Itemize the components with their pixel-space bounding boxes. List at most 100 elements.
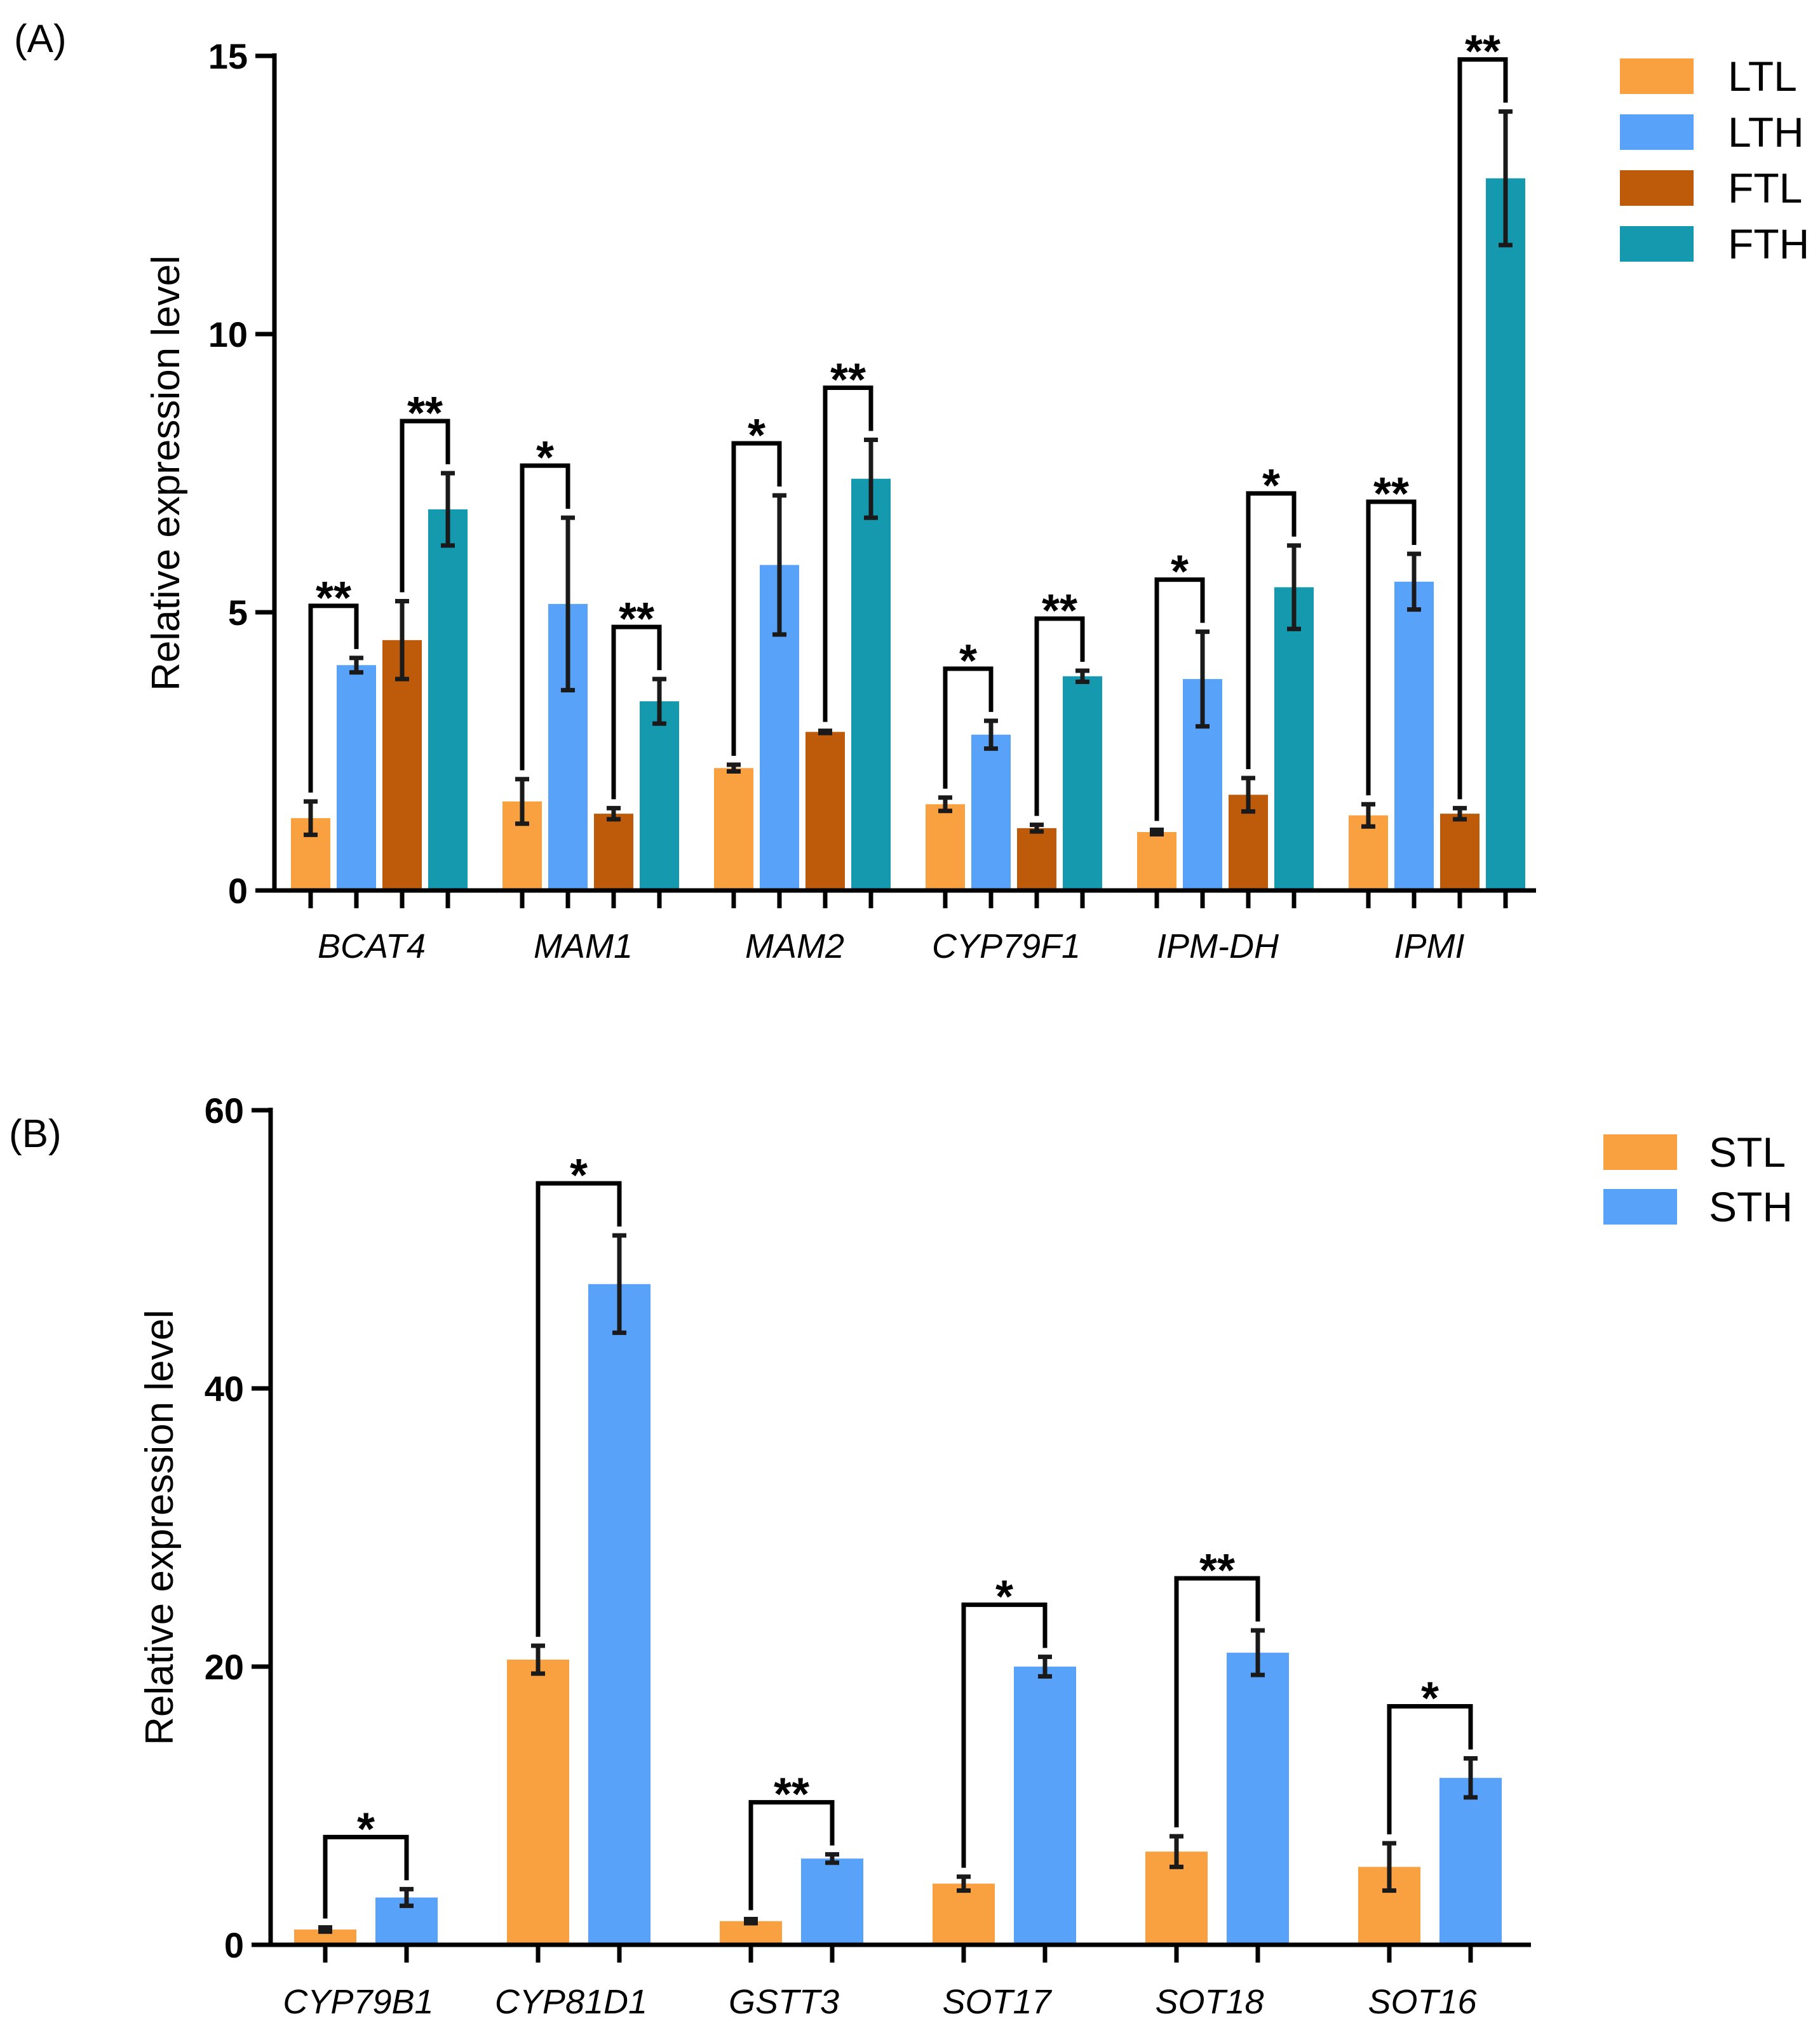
significance-label: ** bbox=[407, 388, 443, 439]
legend-label-stl: STL bbox=[1709, 1129, 1786, 1176]
significance-label: ** bbox=[1373, 469, 1409, 520]
bar-ltl-cyp79f1 bbox=[926, 804, 965, 890]
significance-label: ** bbox=[774, 1769, 809, 1820]
panel-a: (A) Relative expression level 0 5 10 15 BCAT4 M… bbox=[14, 17, 1809, 965]
category-label-ipm-dh: IPM-DH bbox=[1157, 927, 1279, 965]
error-bar bbox=[1287, 543, 1301, 631]
significance-bracket bbox=[748, 1800, 835, 1910]
significance-bracket bbox=[1174, 1576, 1260, 1828]
category-label-sot18: SOT18 bbox=[1155, 1983, 1264, 2021]
error-bar bbox=[515, 777, 529, 826]
significance-bracket bbox=[943, 666, 994, 789]
significance-bracket bbox=[520, 463, 570, 770]
error-bar bbox=[1464, 1756, 1478, 1800]
bar-fth-ipm-dh bbox=[1274, 587, 1314, 890]
significance-bracket bbox=[961, 1602, 1048, 1868]
y-tick-label: 10 bbox=[208, 314, 248, 354]
bar-lth-ipmi bbox=[1394, 581, 1434, 890]
error-bar bbox=[1075, 668, 1089, 684]
bar-sth-sot17 bbox=[1014, 1667, 1076, 1945]
significance-label: ** bbox=[1465, 27, 1500, 77]
panel-b: (B) Relative expression level 0 20 40 60 CYP79… bbox=[9, 1091, 1793, 2021]
significance-label: ** bbox=[1042, 586, 1077, 636]
category-label-cyp79b1: CYP79B1 bbox=[283, 1983, 433, 2021]
error-bar bbox=[531, 1643, 545, 1676]
bar-fth-mam1 bbox=[640, 701, 679, 890]
category-label-cyp79f1: CYP79F1 bbox=[932, 927, 1081, 965]
error-bar bbox=[1150, 828, 1164, 837]
error-bar bbox=[1170, 1834, 1183, 1869]
significance-bracket bbox=[536, 1181, 622, 1637]
category-label-cyp81d1: CYP81D1 bbox=[495, 1983, 647, 2021]
y-tick-label: 60 bbox=[205, 1091, 244, 1131]
significance-label: * bbox=[357, 1804, 375, 1855]
significance-label: ** bbox=[619, 594, 654, 645]
bar-fth-bcat4 bbox=[428, 509, 468, 890]
panel-label: (A) bbox=[14, 17, 67, 61]
legend-swatch-lth bbox=[1620, 114, 1694, 150]
error-bar bbox=[1196, 629, 1210, 729]
error-bar bbox=[1030, 823, 1044, 834]
significance-bracket bbox=[731, 441, 782, 756]
significance-bracket bbox=[308, 603, 359, 793]
significance-label: * bbox=[959, 636, 977, 687]
y-tick-label: 5 bbox=[228, 593, 248, 633]
y-tick-label: 15 bbox=[208, 36, 248, 76]
error-bar bbox=[561, 515, 575, 693]
significance-label: ** bbox=[1199, 1545, 1235, 1596]
y-tick-label: 20 bbox=[205, 1647, 244, 1687]
error-bar bbox=[1499, 109, 1513, 248]
error-bar bbox=[818, 729, 832, 735]
significance-label: * bbox=[1171, 547, 1189, 598]
significance-bracket bbox=[1034, 616, 1085, 816]
category-label-mam1: MAM1 bbox=[534, 927, 633, 965]
error-bar bbox=[441, 471, 455, 548]
category-label-bcat4: BCAT4 bbox=[318, 927, 426, 965]
error-bar bbox=[1407, 551, 1421, 612]
y-tick-label: 0 bbox=[224, 1925, 244, 1965]
category-label-sot17: SOT17 bbox=[942, 1983, 1052, 2021]
legend-label-sth: STH bbox=[1709, 1183, 1793, 1230]
significance-label: * bbox=[536, 433, 554, 483]
bar-sth-gstt3 bbox=[801, 1858, 863, 1945]
error-bar bbox=[1241, 776, 1255, 814]
significance-label: * bbox=[570, 1150, 588, 1201]
significance-bracket bbox=[1457, 57, 1508, 800]
category-label-sot16: SOT16 bbox=[1368, 1983, 1477, 2021]
significance-label: ** bbox=[830, 354, 866, 405]
significance-bracket bbox=[1387, 1704, 1473, 1835]
bar-ftl-ipmi bbox=[1440, 814, 1480, 890]
error-bar bbox=[727, 762, 741, 774]
bar-ftl-cyp79f1 bbox=[1017, 828, 1056, 890]
significance-bracket bbox=[323, 1834, 409, 1919]
error-bar bbox=[825, 1852, 839, 1865]
bar-fth-mam2 bbox=[851, 478, 891, 890]
error-bar bbox=[957, 1874, 971, 1893]
panel-label: (B) bbox=[9, 1112, 62, 1156]
significance-bracket bbox=[611, 624, 662, 800]
significance-label: * bbox=[995, 1572, 1013, 1623]
bar-ltl-ipm-dh bbox=[1137, 832, 1176, 890]
bar-fth-ipmi bbox=[1486, 178, 1525, 891]
error-bar bbox=[318, 1925, 332, 1934]
legend-label-lth: LTH bbox=[1728, 109, 1804, 156]
error-bar bbox=[1361, 802, 1375, 829]
y-tick-label: 0 bbox=[228, 871, 248, 911]
error-bar bbox=[772, 493, 786, 637]
error-bar bbox=[607, 805, 621, 822]
bar-sth-cyp81d1 bbox=[588, 1284, 650, 1945]
bar-sth-sot16 bbox=[1439, 1778, 1502, 1945]
legend-label-ltl: LTL bbox=[1728, 53, 1797, 100]
error-bar bbox=[1453, 805, 1467, 822]
error-bar bbox=[652, 676, 666, 726]
bar-stl-sot17 bbox=[933, 1883, 995, 1945]
y-axis-label: Relative expression level bbox=[138, 1310, 182, 1745]
category-label-mam2: MAM2 bbox=[745, 927, 844, 965]
bar-ftl-bcat4 bbox=[382, 640, 422, 890]
significance-label: * bbox=[1262, 460, 1280, 511]
category-label-gstt3: GSTT3 bbox=[729, 1983, 839, 2021]
legend-label-fth: FTH bbox=[1728, 220, 1809, 267]
legend-swatch-ftl bbox=[1620, 170, 1694, 206]
y-tick-label: 40 bbox=[205, 1369, 244, 1409]
error-bar bbox=[744, 1916, 758, 1926]
